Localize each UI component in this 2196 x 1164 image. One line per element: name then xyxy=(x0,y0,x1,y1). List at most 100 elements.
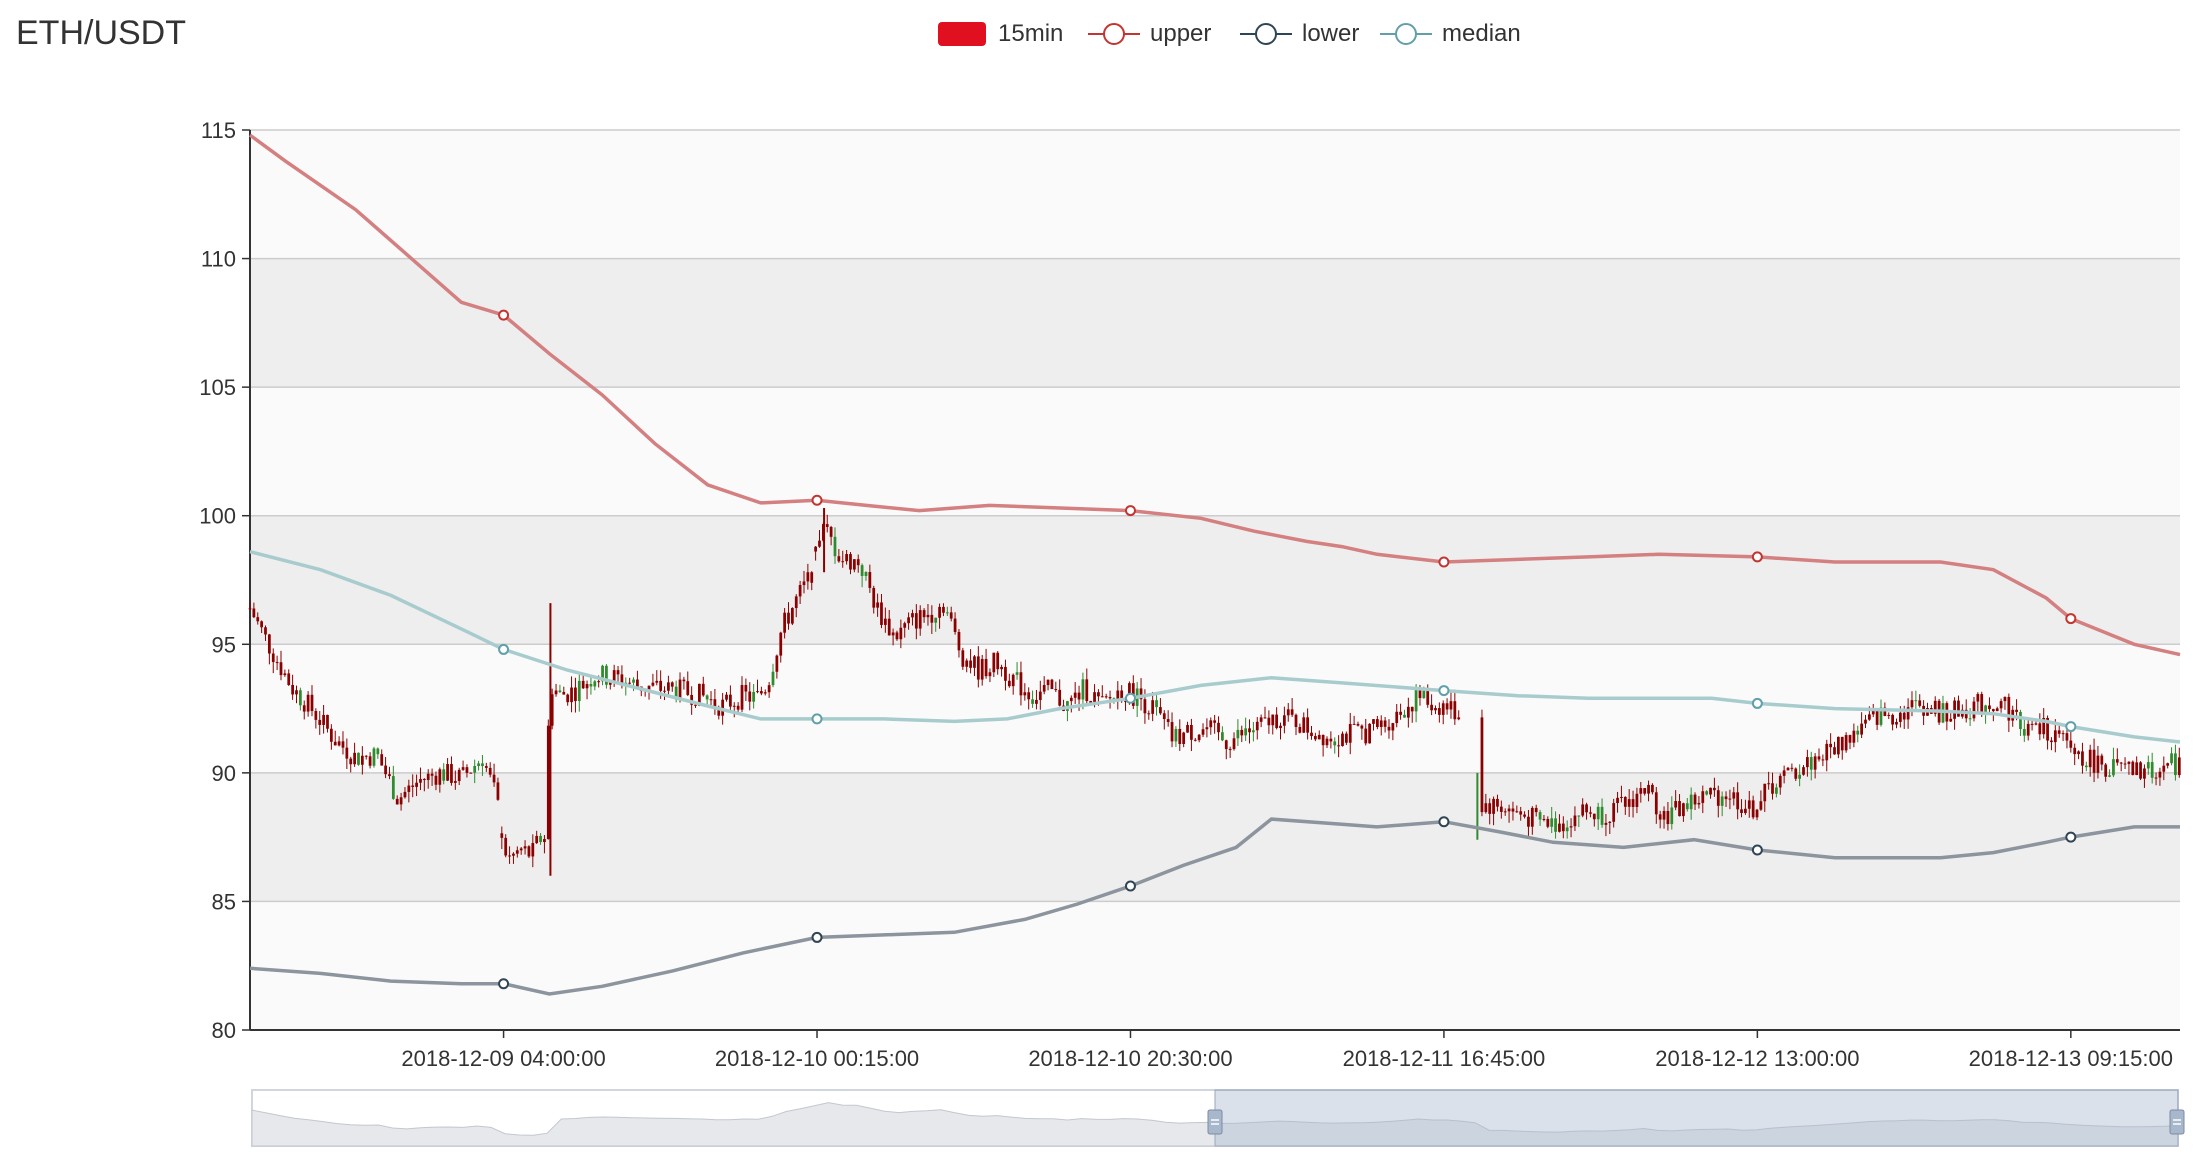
candle-body xyxy=(1387,726,1391,731)
grid-band xyxy=(250,772,2180,902)
candle-body xyxy=(1705,791,1709,795)
candle-body xyxy=(1069,697,1073,702)
candle-body xyxy=(1058,689,1062,706)
candle-body xyxy=(1778,775,1782,788)
candle-body xyxy=(1554,818,1557,832)
candle-body xyxy=(872,587,876,608)
candle-body xyxy=(554,690,558,695)
legend-item-lower[interactable]: lower xyxy=(1240,14,1359,54)
candle-body xyxy=(1406,706,1410,718)
candle-body xyxy=(1685,803,1689,810)
legend-item-15min[interactable]: 15min xyxy=(936,14,1063,54)
candle-body xyxy=(1596,806,1600,820)
candle-body xyxy=(957,631,961,651)
candle-body xyxy=(345,747,349,759)
candle-body xyxy=(473,765,477,773)
candle-body xyxy=(589,684,593,687)
candle-body xyxy=(2158,771,2162,778)
candle-body xyxy=(1306,717,1310,733)
y-tick-label: 100 xyxy=(199,504,236,529)
candle-body xyxy=(1193,739,1197,741)
data-zoom-slider[interactable] xyxy=(251,1089,2185,1147)
candle-body xyxy=(1581,804,1585,816)
candle-body xyxy=(1775,787,1778,794)
candle-body xyxy=(1019,672,1023,696)
candle-body xyxy=(1155,700,1158,708)
candle-body xyxy=(2046,718,2049,741)
candle-body xyxy=(1073,692,1077,698)
candle-body xyxy=(1674,801,1678,808)
candle-body xyxy=(1217,722,1220,733)
candle-body xyxy=(1499,806,1503,812)
candle-body xyxy=(1174,728,1178,742)
candle-body xyxy=(1344,733,1348,743)
legend: 15min upper lower median xyxy=(0,14,2196,54)
candle-body xyxy=(880,602,883,625)
candle-body xyxy=(2123,763,2127,765)
candle-body xyxy=(2077,751,2080,755)
candle-body xyxy=(1182,732,1186,745)
series-point-lower xyxy=(2065,831,2077,843)
candle-body xyxy=(922,610,926,618)
grid-band xyxy=(250,387,2180,516)
candle-body xyxy=(395,798,399,805)
candle-body xyxy=(1337,745,1340,747)
candle-body xyxy=(682,679,686,682)
candle-body xyxy=(1294,714,1298,728)
candle-body xyxy=(1426,690,1430,705)
candle-body xyxy=(771,671,775,686)
series-point-lower xyxy=(1751,844,1763,856)
candle-body xyxy=(1434,708,1437,711)
candle-body xyxy=(1511,808,1515,812)
candle-body xyxy=(729,694,732,707)
zoom-handle[interactable] xyxy=(1207,1109,1223,1135)
candle-body xyxy=(1740,809,1743,814)
legend-item-median[interactable]: median xyxy=(1380,14,1521,54)
candle-body xyxy=(845,554,848,562)
candle-body xyxy=(2096,755,2100,773)
candle-body xyxy=(2115,759,2119,763)
candle-body xyxy=(1682,803,1685,817)
candle-body xyxy=(2081,751,2084,766)
candle-body xyxy=(504,837,508,856)
candle-body xyxy=(678,679,682,700)
candle-body xyxy=(891,632,895,636)
candle-body xyxy=(2022,729,2026,736)
candle-body xyxy=(674,686,678,700)
candle-body xyxy=(686,681,690,695)
candle-body xyxy=(519,848,523,851)
candle-body xyxy=(1120,690,1124,702)
candle-body xyxy=(752,691,756,702)
x-tick-label: 2018-12-10 20:30:00 xyxy=(1028,1046,1232,1071)
candle-body xyxy=(570,687,573,703)
candle-body xyxy=(1228,749,1232,751)
legend-item-upper[interactable]: upper xyxy=(1088,14,1211,54)
candle-body xyxy=(2057,730,2061,734)
candle-body xyxy=(275,662,279,664)
candle-body xyxy=(2073,747,2077,755)
candle-body xyxy=(1871,710,1875,715)
y-tick-label: 115 xyxy=(201,118,236,143)
candle-body xyxy=(1875,710,1879,725)
candle-body xyxy=(2162,765,2166,772)
candle-body xyxy=(1046,679,1050,686)
candle-body xyxy=(620,674,624,686)
series-point-median xyxy=(2065,721,2077,733)
legend-circle-icon xyxy=(1088,23,1140,45)
candle-body xyxy=(953,618,957,632)
candle-body xyxy=(1573,815,1577,827)
zoom-handle[interactable] xyxy=(2169,1109,2185,1135)
candle-body xyxy=(1864,719,1867,724)
candle-body xyxy=(539,835,542,843)
candle-body xyxy=(1933,700,1937,714)
candle-body xyxy=(1747,800,1751,809)
candle-body xyxy=(1186,724,1189,733)
candle-body xyxy=(1980,694,1984,713)
y-tick-label: 90 xyxy=(212,761,236,786)
candle-body xyxy=(399,797,403,805)
candle-body xyxy=(1162,713,1166,720)
candle-body xyxy=(1616,797,1619,804)
candle-body xyxy=(1786,767,1790,771)
candle-body xyxy=(1724,796,1728,800)
candle-body xyxy=(407,785,411,792)
